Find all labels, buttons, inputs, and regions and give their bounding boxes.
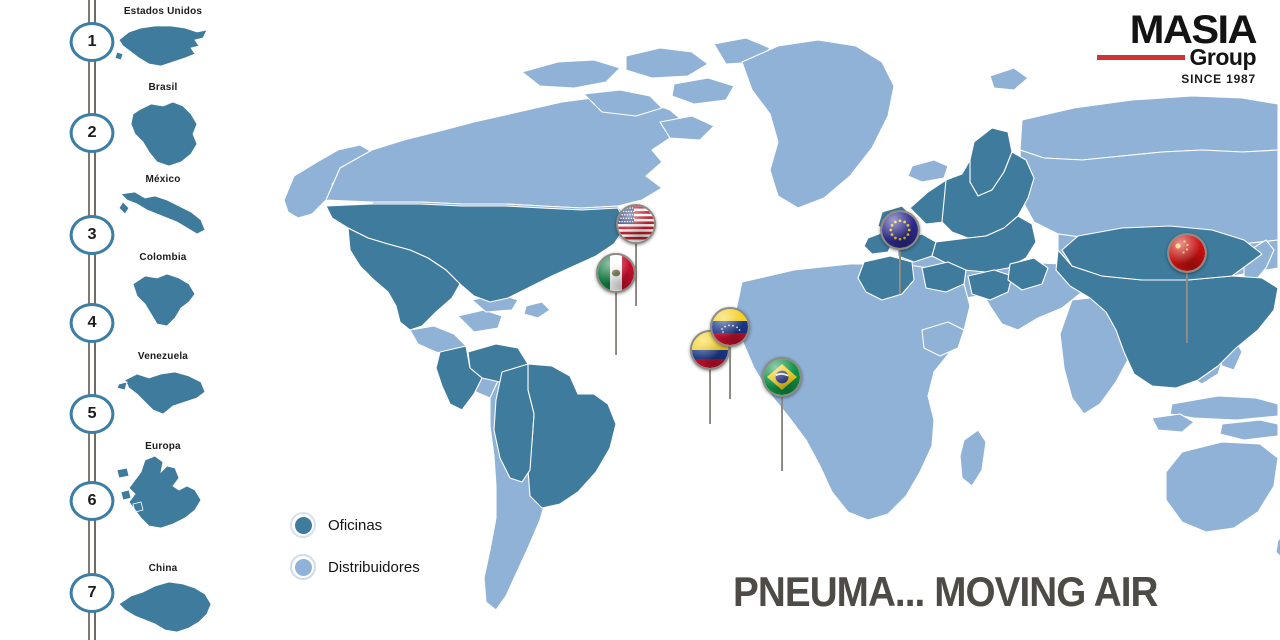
country-shape-svg — [104, 452, 222, 536]
pin-gloss — [1169, 235, 1205, 271]
country-label: Venezuela — [137, 351, 189, 362]
country-label: Estados Unidos — [123, 6, 203, 17]
country-silhouette-ve — [104, 364, 222, 420]
timeline-node-number: 4 — [87, 314, 97, 331]
country-shape-svg — [104, 96, 222, 168]
flag-icon-mx — [596, 253, 636, 293]
timeline-entry-eu[interactable]: Europa — [104, 441, 222, 454]
timeline-entry-cn[interactable]: China — [104, 563, 222, 576]
country-silhouette-mx — [104, 188, 222, 240]
pin-stick — [634, 230, 638, 306]
logo-since-text: SINCE 1987 — [1181, 72, 1256, 86]
country-timeline-sidebar: 1 2 3 4 5 6 7 Estados Unidos Brasil México Colomb… — [0, 0, 222, 640]
legend-label-oficinas: Oficinas — [328, 516, 383, 534]
logo-red-bar — [1096, 54, 1185, 60]
country-shape-svg — [104, 268, 222, 332]
logo-second-row: Group — [1076, 43, 1257, 70]
pin-stick — [780, 383, 784, 471]
country-label: China — [148, 563, 178, 574]
country-silhouette-eu — [104, 452, 222, 536]
timeline-entry-br[interactable]: Brasil — [104, 82, 222, 95]
timeline-node-4[interactable]: 4 — [69, 303, 115, 343]
country-shape-svg — [104, 18, 222, 74]
logo-brand-text: MASIA — [1129, 8, 1258, 52]
timeline-node-6[interactable]: 6 — [69, 481, 115, 521]
flag-icon-br — [762, 357, 802, 397]
legend-item-oficinas: Oficinas — [290, 508, 420, 542]
timeline-node-number: 1 — [87, 33, 97, 50]
country-shape-svg — [104, 576, 222, 636]
country-shape-svg — [104, 364, 222, 420]
pin-gloss — [618, 206, 654, 242]
country-label: Europa — [145, 441, 181, 452]
pin-stick — [728, 333, 732, 399]
pin-stick — [1185, 259, 1189, 343]
country-silhouette-br — [104, 96, 222, 168]
timeline-node-number: 7 — [87, 584, 97, 601]
country-label: Brasil — [148, 82, 178, 93]
timeline-node-number: 3 — [87, 226, 97, 243]
country-silhouette-us — [104, 18, 222, 74]
flag-icon-ve — [710, 307, 750, 347]
timeline-entry-co[interactable]: Colombia — [104, 252, 222, 265]
legend-item-distribuidores: Distribuidores — [290, 550, 420, 584]
country-label: México — [145, 174, 181, 185]
flag-icon-eu — [880, 210, 920, 250]
world-map — [222, 0, 1280, 640]
timeline-node-2[interactable]: 2 — [69, 113, 115, 153]
pin-gloss — [712, 309, 748, 345]
legend-dot-distribuidores — [290, 554, 316, 580]
masia-group-logo: MASIA Group SINCE 1987 — [1076, 10, 1258, 86]
timeline-node-3[interactable]: 3 — [69, 215, 115, 255]
timeline-entry-ve[interactable]: Venezuela — [104, 351, 222, 364]
logo-group-text: Group — [1189, 43, 1257, 70]
map-pin-br[interactable] — [762, 357, 802, 471]
map-pin-eu[interactable] — [880, 210, 920, 294]
timeline-entry-us[interactable]: Estados Unidos — [104, 6, 222, 19]
country-silhouette-co — [104, 268, 222, 332]
pin-stick — [898, 236, 902, 294]
map-pin-cn[interactable] — [1167, 233, 1207, 343]
country-silhouette-cn — [104, 576, 222, 636]
legend-label-distribuidores: Distribuidores — [328, 558, 420, 576]
pin-gloss — [882, 212, 918, 248]
timeline-node-number: 2 — [87, 124, 97, 141]
pin-gloss — [764, 359, 800, 395]
map-pin-us[interactable] — [616, 204, 656, 306]
timeline-node-number: 5 — [87, 405, 97, 422]
map-legend: Oficinas Distribuidores — [290, 508, 420, 592]
country-label: Colombia — [139, 252, 187, 263]
timeline-node-number: 6 — [87, 492, 97, 509]
timeline-entry-mx[interactable]: México — [104, 174, 222, 187]
map-pin-mx[interactable] — [596, 253, 636, 355]
pin-stick — [614, 279, 618, 355]
legend-dot-oficinas — [290, 512, 316, 538]
timeline-node-5[interactable]: 5 — [69, 394, 115, 434]
flag-icon-us — [616, 204, 656, 244]
pin-gloss — [598, 255, 634, 291]
country-shape-svg — [104, 188, 222, 240]
pin-stick — [708, 356, 712, 424]
tagline: PNEUMA... MOVING AIR — [733, 568, 1158, 615]
flag-icon-cn — [1167, 233, 1207, 273]
timeline-node-1[interactable]: 1 — [69, 22, 115, 62]
map-pin-ve[interactable] — [710, 307, 750, 399]
timeline-node-7[interactable]: 7 — [69, 573, 115, 613]
